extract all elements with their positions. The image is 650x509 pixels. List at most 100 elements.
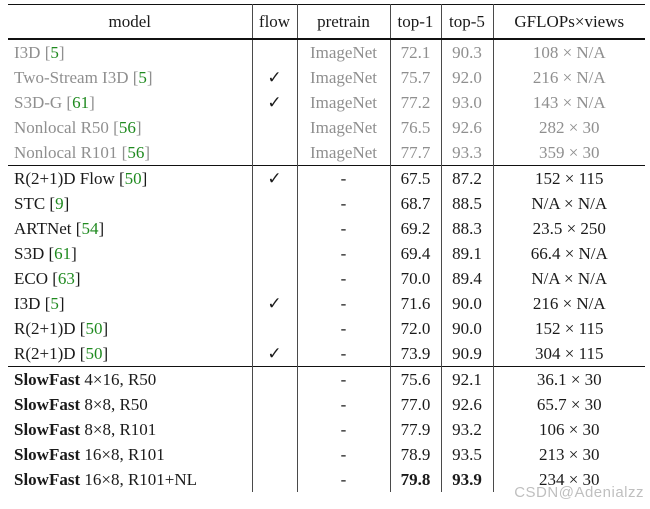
flow-cell: ✓ bbox=[251, 341, 297, 367]
pretrain-cell: - bbox=[296, 191, 390, 216]
table-row: SlowFast 16×8, R101 -78.9 93.5 213 × 30 bbox=[8, 442, 645, 467]
gflops-cell: 66.4 × N/A bbox=[492, 241, 645, 266]
table-row: S3D-G [61] ✓ ImageNet 77.2 93.0 143 × N/A bbox=[8, 90, 645, 115]
col-header-model: model bbox=[8, 4, 252, 40]
table-row: STC [9] -68.7 88.5 N/A × N/A bbox=[8, 191, 645, 216]
table-row: SlowFast 16×8, R101+NL -79.8 93.9 234 × 30 bbox=[8, 467, 645, 492]
model-cell: SlowFast 16×8, R101 bbox=[14, 444, 165, 464]
top1-cell: 79.8 bbox=[389, 467, 441, 492]
gflops-cell: N/A × N/A bbox=[492, 266, 645, 291]
flow-cell: ✓ bbox=[251, 291, 297, 316]
pretrain-cell: - bbox=[296, 417, 390, 442]
top1-cell: 69.4 bbox=[389, 241, 441, 266]
col-header-top5: top-5 bbox=[440, 4, 493, 40]
gflops-cell: 216 × N/A bbox=[492, 65, 645, 90]
top5-cell: 90.0 bbox=[440, 291, 493, 316]
top1-cell: 75.7 bbox=[389, 65, 441, 90]
table-row: ARTNet [54] -69.2 88.3 23.5 × 250 bbox=[8, 216, 645, 241]
gflops-cell: 234 × 30 bbox=[492, 467, 645, 492]
flow-cell bbox=[251, 467, 297, 492]
gflops-cell: 152 × 115 bbox=[492, 165, 645, 191]
model-cell: ECO [63] bbox=[14, 268, 81, 288]
header-row: model flow pretrain top-1 top-5 GFLOPs×v… bbox=[8, 4, 645, 40]
pretrain-cell: - bbox=[296, 392, 390, 417]
top1-cell: 72.1 bbox=[389, 39, 441, 65]
flow-cell bbox=[251, 417, 297, 442]
table-row: R(2+1)D [50] -72.0 90.0 152 × 115 bbox=[8, 316, 645, 341]
gflops-cell: 108 × N/A bbox=[492, 39, 645, 65]
table-row: ECO [63] -70.0 89.4 N/A × N/A bbox=[8, 266, 645, 291]
model-name-bold: SlowFast bbox=[14, 394, 81, 414]
flow-cell: ✓ bbox=[251, 65, 297, 90]
citation-number: 61 bbox=[72, 92, 90, 112]
top5-cell: 89.4 bbox=[440, 266, 493, 291]
citation-number: 50 bbox=[85, 318, 103, 338]
table-row: Nonlocal R101 [56] ImageNet 77.7 93.3 359 × … bbox=[8, 140, 645, 166]
gflops-cell: 304 × 115 bbox=[492, 341, 645, 367]
results-table: model flow pretrain top-1 top-5 GFLOPs×v… bbox=[8, 4, 645, 492]
pretrain-cell: - bbox=[296, 366, 390, 392]
flow-cell bbox=[251, 140, 297, 166]
model-cell: R(2+1)D [50] bbox=[14, 343, 109, 363]
table-row: Two-Stream I3D [5] ✓ ImageNet 75.7 92.0 216 ×… bbox=[8, 65, 645, 90]
gflops-cell: 106 × 30 bbox=[492, 417, 645, 442]
flow-cell bbox=[251, 39, 297, 65]
flow-cell bbox=[251, 115, 297, 140]
citation-number: 50 bbox=[85, 343, 103, 363]
pretrain-cell: - bbox=[296, 266, 390, 291]
pretrain-cell: ImageNet bbox=[296, 115, 390, 140]
citation-number: 61 bbox=[54, 243, 72, 263]
model-cell: I3D [5] bbox=[14, 42, 65, 62]
top5-cell: 92.6 bbox=[440, 392, 493, 417]
model-cell: ARTNet [54] bbox=[14, 218, 105, 238]
top5-cell: 87.2 bbox=[440, 165, 493, 191]
model-cell: I3D [5] bbox=[14, 293, 65, 313]
col-header-gflops-views: GFLOPs×views bbox=[492, 4, 645, 40]
model-cell: SlowFast 4×16, R50 bbox=[8, 366, 252, 392]
gflops-cell: 23.5 × 250 bbox=[492, 216, 645, 241]
flow-cell bbox=[251, 216, 297, 241]
top5-cell: 93.2 bbox=[440, 417, 493, 442]
top1-cell: 75.6 bbox=[389, 366, 441, 392]
flow-cell bbox=[251, 442, 297, 467]
citation-number: 54 bbox=[81, 218, 99, 238]
top5-cell: 92.0 bbox=[440, 65, 493, 90]
table-row: Nonlocal R50 [56] ImageNet 76.5 92.6 282 × 3… bbox=[8, 115, 645, 140]
top5-cell: 90.0 bbox=[440, 316, 493, 341]
top5-cell: 90.3 bbox=[440, 39, 493, 65]
col-header-flow: flow bbox=[251, 4, 297, 40]
table-row: R(2+1)D Flow [50] ✓ -67.5 87.2 152 × 115 bbox=[8, 165, 645, 191]
table-body: I3D [5] ImageNet 72.1 90.3 108 × N/A Two-Stre… bbox=[8, 39, 645, 492]
top5-cell: 93.3 bbox=[440, 140, 493, 166]
top1-cell: 67.5 bbox=[389, 165, 441, 191]
top5-cell: 93.9 bbox=[440, 467, 493, 492]
table-row: I3D [5] ✓ -71.6 90.0 216 × N/A bbox=[8, 291, 645, 316]
top1-cell: 76.5 bbox=[389, 115, 441, 140]
table-row: S3D [61] -69.4 89.1 66.4 × N/A bbox=[8, 241, 645, 266]
gflops-cell: 36.1 × 30 bbox=[492, 366, 645, 392]
top1-cell: 69.2 bbox=[389, 216, 441, 241]
pretrain-cell: ImageNet bbox=[296, 65, 390, 90]
model-name-bold: SlowFast bbox=[14, 419, 81, 439]
model-name-bold: SlowFast bbox=[14, 369, 81, 389]
flow-cell bbox=[251, 392, 297, 417]
model-cell: STC [9] bbox=[14, 193, 70, 213]
top1-cell: 70.0 bbox=[389, 266, 441, 291]
table-row: SlowFast 4×16, R50 -75.6 92.1 36.1 × 30 bbox=[8, 366, 645, 392]
pretrain-cell: - bbox=[296, 442, 390, 467]
model-cell: S3D [61] bbox=[14, 243, 77, 263]
citation-number: 9 bbox=[55, 193, 64, 213]
top5-cell: 90.9 bbox=[440, 341, 493, 367]
flow-cell bbox=[251, 266, 297, 291]
model-cell: S3D-G [61] bbox=[14, 92, 95, 112]
top5-cell: 93.0 bbox=[440, 90, 493, 115]
flow-cell bbox=[251, 241, 297, 266]
pretrain-cell: ImageNet bbox=[296, 90, 390, 115]
citation-number: 5 bbox=[50, 42, 59, 62]
model-name-bold: SlowFast bbox=[14, 469, 81, 489]
pretrain-cell: ImageNet bbox=[296, 39, 390, 65]
model-name-bold: SlowFast bbox=[14, 444, 81, 464]
top1-cell: 78.9 bbox=[389, 442, 441, 467]
top5-cell: 92.1 bbox=[440, 366, 493, 392]
